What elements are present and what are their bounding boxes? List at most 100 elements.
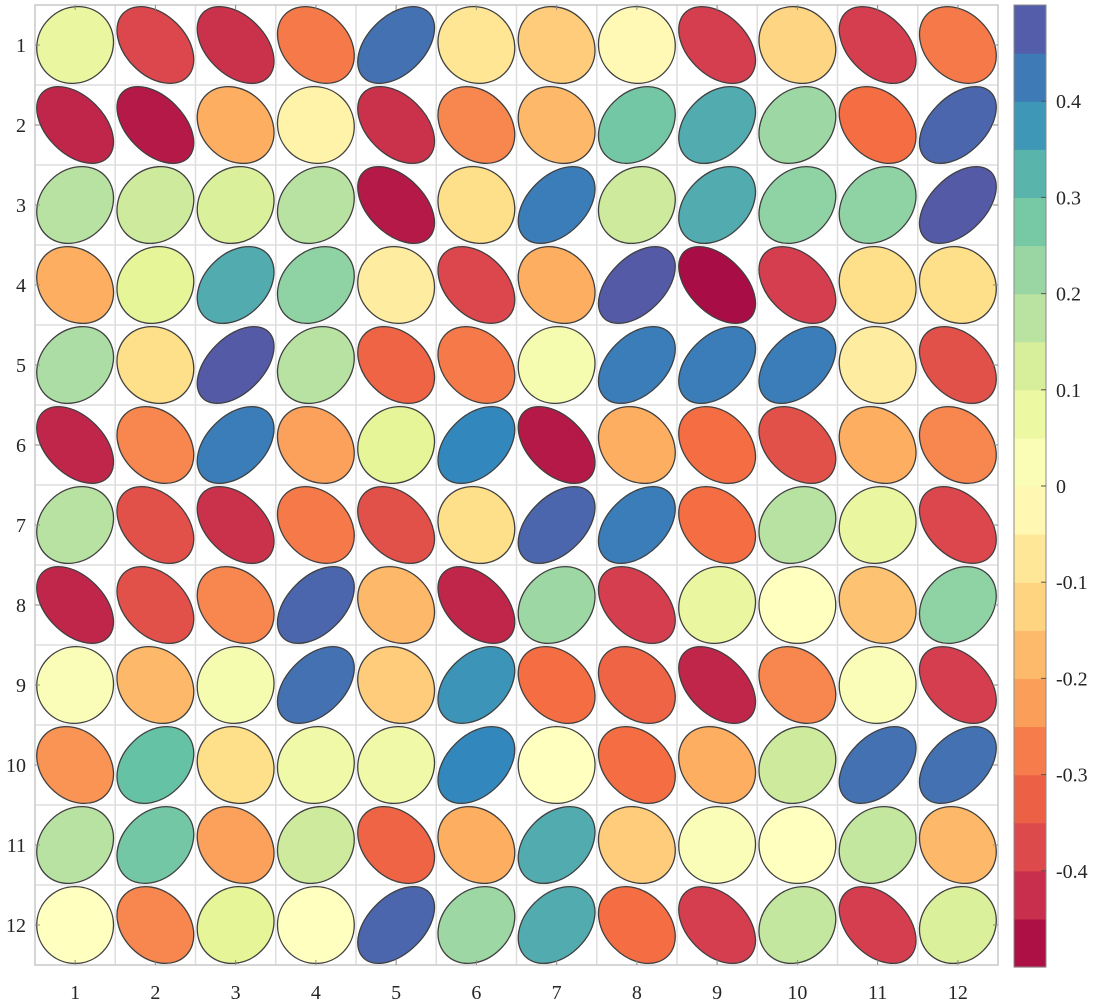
correlation-ellipse-r4-c7 xyxy=(517,245,596,325)
correlation-ellipse-r1-c10 xyxy=(758,5,837,85)
correlation-ellipse-r9-c1 xyxy=(36,645,115,725)
correlation-ellipse-r3-c4 xyxy=(276,165,355,245)
correlation-ellipse-r4-c6 xyxy=(437,245,516,325)
correlation-ellipse-r5-c12 xyxy=(918,325,997,405)
correlation-ellipse-r1-c11 xyxy=(838,5,917,85)
correlation-ellipse-r10-c2 xyxy=(116,725,195,805)
y-tick-label: 6 xyxy=(16,435,26,457)
correlation-ellipse-r12-c2 xyxy=(116,885,195,965)
correlation-ellipse-r8-c3 xyxy=(196,565,275,645)
x-tick-label: 8 xyxy=(632,982,642,1004)
correlation-ellipse-r2-c11 xyxy=(838,85,917,165)
colorbar-tick-label: 0.2 xyxy=(1056,284,1081,306)
correlation-ellipse-r8-c1 xyxy=(36,565,115,645)
correlation-ellipse-r11-c12 xyxy=(918,805,997,885)
correlation-ellipse-r5-c2 xyxy=(116,325,195,405)
correlation-ellipse-r8-c9 xyxy=(678,565,757,645)
correlation-ellipse-r12-c8 xyxy=(597,885,676,965)
correlation-ellipse-r3-c3 xyxy=(196,165,275,245)
correlation-ellipse-r2-c2 xyxy=(116,85,195,165)
correlation-ellipse-r4-c8 xyxy=(597,245,676,325)
correlation-ellipse-r1-c2 xyxy=(116,5,195,85)
correlation-ellipse-r11-c2 xyxy=(116,805,195,885)
plot-frame xyxy=(34,4,999,966)
correlation-ellipse-r4-c5 xyxy=(357,245,436,325)
correlation-ellipse-r11-c3 xyxy=(196,805,275,885)
correlation-ellipse-r5-c8 xyxy=(597,325,676,405)
x-tick-label: 6 xyxy=(471,982,481,1004)
correlation-ellipse-r4-c9 xyxy=(678,245,757,325)
y-tick-label: 8 xyxy=(16,595,26,617)
correlation-ellipse-r12-c10 xyxy=(758,885,837,965)
colorbar-tick-label: 0.3 xyxy=(1056,187,1081,209)
colorbar-segment xyxy=(1014,486,1046,535)
correlation-ellipse-r7-c7 xyxy=(517,485,596,565)
correlation-ellipse-r11-c9 xyxy=(678,805,757,885)
correlation-ellipse-r9-c6 xyxy=(437,645,516,725)
colorbar-segment xyxy=(1014,630,1046,679)
correlation-ellipse-r10-c5 xyxy=(357,725,436,805)
correlation-ellipse-r5-c1 xyxy=(36,325,115,405)
correlation-ellipse-r7-c8 xyxy=(597,485,676,565)
correlation-ellipse-r4-c3 xyxy=(196,245,275,325)
correlation-ellipse-r12-c5 xyxy=(357,885,436,965)
correlation-ellipse-r12-c3 xyxy=(196,885,275,965)
correlation-ellipse-r1-c8 xyxy=(597,5,676,85)
correlation-ellipse-r6-c3 xyxy=(196,405,275,485)
colorbar-segment xyxy=(1014,293,1046,343)
colorbar-tick-label: 0 xyxy=(1056,476,1066,498)
correlation-ellipse-r7-c1 xyxy=(36,485,115,565)
correlation-ellipse-r8-c4 xyxy=(276,565,355,645)
correlation-ellipse-r10-c9 xyxy=(678,725,757,805)
correlation-ellipse-r8-c2 xyxy=(116,565,195,645)
correlation-ellipse-r2-c4 xyxy=(276,85,355,165)
y-tick-label: 2 xyxy=(16,115,26,137)
correlation-ellipse-r8-c12 xyxy=(918,565,997,645)
correlation-ellipse-r5-c4 xyxy=(276,325,355,405)
correlation-ellipse-r3-c9 xyxy=(678,165,757,245)
colorbar-segment xyxy=(1014,53,1046,102)
correlation-ellipse-r3-c12 xyxy=(918,165,997,245)
correlation-ellipse-r6-c9 xyxy=(678,405,757,485)
correlation-ellipse-r10-c10 xyxy=(758,725,837,805)
correlation-ellipse-r6-c12 xyxy=(918,405,997,485)
correlation-ellipse-r6-c8 xyxy=(597,405,676,485)
correlation-ellipse-r8-c11 xyxy=(838,565,917,645)
colorbar: 0.4 0.3 0.2 0.1 0 -0.1 -0.2 -0.3 -0.4 xyxy=(1013,4,1088,968)
correlation-ellipse-r5-c10 xyxy=(758,325,837,405)
x-tick-label: 5 xyxy=(391,982,401,1004)
correlation-ellipse-r2-c9 xyxy=(678,85,757,165)
y-tick-label: 5 xyxy=(16,355,26,377)
colorbar-tick-label: -0.3 xyxy=(1056,765,1088,787)
colorbar-segment xyxy=(1014,582,1046,631)
correlation-ellipse-r11-c7 xyxy=(517,805,596,885)
correlation-ellipse-r10-c4 xyxy=(276,725,355,805)
colorbar-segment xyxy=(1014,149,1046,198)
colorbar-segment xyxy=(1014,197,1046,247)
correlation-ellipse-r3-c2 xyxy=(116,165,195,245)
correlation-ellipse-r6-c4 xyxy=(276,405,355,485)
correlation-ellipse-r8-c5 xyxy=(357,565,436,645)
correlation-ellipse-r10-c11 xyxy=(838,725,917,805)
correlation-ellipse-r1-c5 xyxy=(357,5,436,85)
correlation-ellipse-r2-c8 xyxy=(597,85,676,165)
correlation-ellipse-r3-c7 xyxy=(517,165,596,245)
correlation-ellipse-r3-c5 xyxy=(357,165,436,245)
correlation-ellipse-r12-c12 xyxy=(918,885,997,965)
colorbar-segment xyxy=(1014,101,1046,150)
colorbar-segment xyxy=(1014,774,1046,824)
correlation-ellipse-r2-c6 xyxy=(437,85,516,165)
correlation-ellipse-r3-c11 xyxy=(838,165,917,245)
correlation-ellipse-r7-c5 xyxy=(357,485,436,565)
colorbar-segment xyxy=(1014,245,1046,295)
correlation-ellipse-r3-c10 xyxy=(758,165,837,245)
x-tick-label: 12 xyxy=(948,982,968,1004)
x-tick-label: 10 xyxy=(787,982,807,1004)
y-tick-label: 11 xyxy=(7,835,26,857)
colorbar-tick-label: 0.4 xyxy=(1056,91,1081,113)
correlation-ellipse-r8-c7 xyxy=(517,565,596,645)
correlation-ellipse-r6-c1 xyxy=(36,405,115,485)
correlation-ellipse-r9-c7 xyxy=(517,645,596,725)
correlation-ellipse-r8-c6 xyxy=(437,565,516,645)
